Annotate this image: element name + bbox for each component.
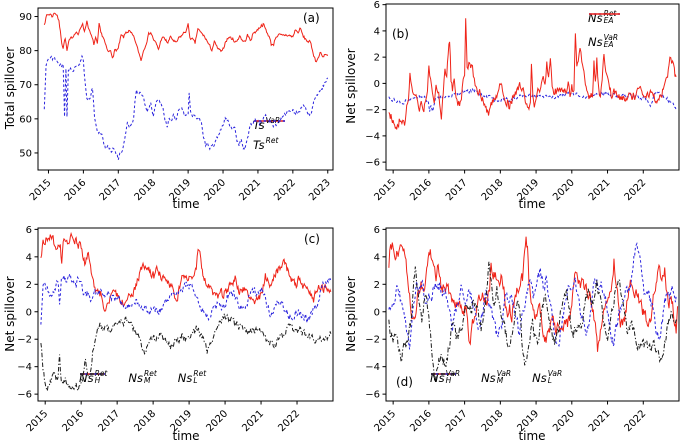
svg-text:2022: 2022	[272, 177, 298, 203]
legend-a: Ts VaR Ts Ret	[253, 116, 285, 152]
x-axis-label-d: time	[518, 429, 546, 443]
svg-text:−6: −6	[365, 390, 380, 401]
svg-text:0: 0	[26, 307, 32, 318]
svg-text:2017: 2017	[98, 177, 124, 203]
legend-entry: Ns VaR EA	[588, 13, 620, 49]
svg-text:−2: −2	[17, 335, 32, 346]
svg-text:4: 4	[374, 252, 380, 263]
svg-text:70: 70	[19, 80, 32, 91]
svg-text:2016: 2016	[408, 177, 434, 203]
legend-line-sample	[589, 13, 620, 15]
svg-text:−4: −4	[365, 131, 380, 142]
legend-line-sample	[80, 373, 105, 375]
svg-text:4: 4	[26, 252, 32, 263]
legend-entry: Ns Ret M	[80, 369, 157, 385]
series-line-Ns_M_Ret	[40, 273, 332, 325]
svg-text:2021: 2021	[237, 177, 263, 203]
svg-text:−4: −4	[17, 362, 32, 373]
legend-label: Ts VaR	[253, 116, 281, 132]
svg-text:2021: 2021	[240, 408, 266, 434]
svg-text:2017: 2017	[444, 177, 470, 203]
svg-text:2021: 2021	[587, 177, 613, 203]
svg-text:2017: 2017	[444, 408, 470, 434]
legend-line-sample	[431, 373, 456, 375]
svg-text:2015: 2015	[28, 177, 54, 203]
legend-label: Ns Ret M	[128, 369, 157, 385]
svg-text:2015: 2015	[372, 177, 398, 203]
svg-text:2016: 2016	[408, 408, 434, 434]
y-axis-label-d: Net spillover	[344, 276, 358, 352]
svg-text:2023: 2023	[307, 177, 333, 203]
legend-c: NsRetHNsRetMNsRetL	[79, 369, 207, 385]
svg-text:6: 6	[26, 225, 32, 236]
svg-text:90: 90	[19, 12, 32, 23]
legend-label: Ns Ret L	[177, 369, 207, 385]
series-line-Ns_H_Ret	[40, 231, 332, 312]
series-line-Ns_L_Ret	[40, 313, 332, 393]
legend-label: Ns VaR L	[532, 369, 563, 385]
y-axis-label-c: Net spillover	[3, 276, 17, 352]
legend-label: Ns VaR EA	[588, 33, 619, 49]
svg-text:2015: 2015	[25, 408, 51, 434]
panel-a: 50 60 70 80 90 2015 2016 2017 2018 2019 2020 2021 20…	[0, 0, 343, 223]
legend-entry: Ts Ret	[253, 120, 285, 152]
svg-text:80: 80	[19, 46, 32, 57]
legend-line-sample	[254, 120, 285, 122]
svg-text:−4: −4	[365, 362, 380, 373]
panel-d: −6 −4 −2 0 2 4 6 2015 2016 2017 2018 2019 2020 2021 20…	[342, 223, 685, 446]
legend-d: NsVaRHNsVaRMNsVaRL	[430, 369, 563, 385]
svg-text:60: 60	[19, 114, 32, 125]
panel-letter-d: (d)	[396, 375, 413, 389]
series-line-Ns_EA_VaR	[388, 18, 677, 130]
panel-letter-a: (a)	[303, 11, 320, 25]
legend-entry: Ns VaR M	[431, 369, 512, 385]
svg-text:2: 2	[374, 53, 380, 64]
y-axis-label-a: Total spillover	[3, 46, 17, 130]
svg-text:2021: 2021	[587, 408, 613, 434]
legend-label: Ts Ret	[253, 136, 279, 152]
y-axis-label-b: Net spillover	[344, 48, 358, 124]
x-axis-label-a: time	[172, 197, 200, 211]
svg-text:6: 6	[374, 225, 380, 236]
svg-text:−6: −6	[17, 390, 32, 401]
svg-text:−6: −6	[365, 158, 380, 169]
svg-text:2022: 2022	[623, 408, 649, 434]
svg-text:2016: 2016	[61, 408, 87, 434]
panel-b: −6 −4 −2 0 2 4 6 2015 2016 2017 2018 2019 2020 2021 20…	[342, 0, 685, 223]
panel-c: −6 −4 −2 0 2 4 6 2015 2016 2017 2018 2019 2020 2021 20…	[0, 223, 343, 446]
svg-text:2017: 2017	[96, 408, 122, 434]
svg-text:−2: −2	[365, 105, 380, 116]
legend-label: Ns VaR M	[481, 369, 512, 385]
legend-entry: Ns VaR L	[431, 369, 563, 385]
svg-text:2015: 2015	[372, 408, 398, 434]
svg-text:4: 4	[374, 26, 380, 37]
svg-text:2022: 2022	[276, 408, 302, 434]
svg-text:0: 0	[374, 79, 380, 90]
legend-b: NsRetEANsVaREA	[588, 10, 620, 49]
series-line-Ts_VaR	[43, 12, 329, 63]
x-axis-label-c: time	[172, 429, 200, 443]
series-line-Ns_M_VaR	[388, 241, 677, 350]
svg-text:−2: −2	[365, 335, 380, 346]
svg-text:0: 0	[374, 307, 380, 318]
panel-letter-c: (c)	[304, 232, 320, 246]
svg-text:50: 50	[19, 148, 32, 159]
svg-text:2: 2	[374, 280, 380, 291]
series-line-Ns_H_VaR	[388, 236, 679, 352]
series-line-Ts_Ret	[43, 54, 329, 160]
svg-text:2016: 2016	[63, 177, 89, 203]
svg-text:2: 2	[26, 280, 32, 291]
legend-entry: Ns Ret L	[80, 369, 207, 385]
svg-text:2022: 2022	[623, 177, 649, 203]
series-line-Ns_L_VaR	[388, 261, 677, 383]
panel-letter-b: (b)	[392, 27, 409, 41]
svg-text:6: 6	[374, 0, 380, 11]
x-axis-label-b: time	[518, 197, 546, 211]
